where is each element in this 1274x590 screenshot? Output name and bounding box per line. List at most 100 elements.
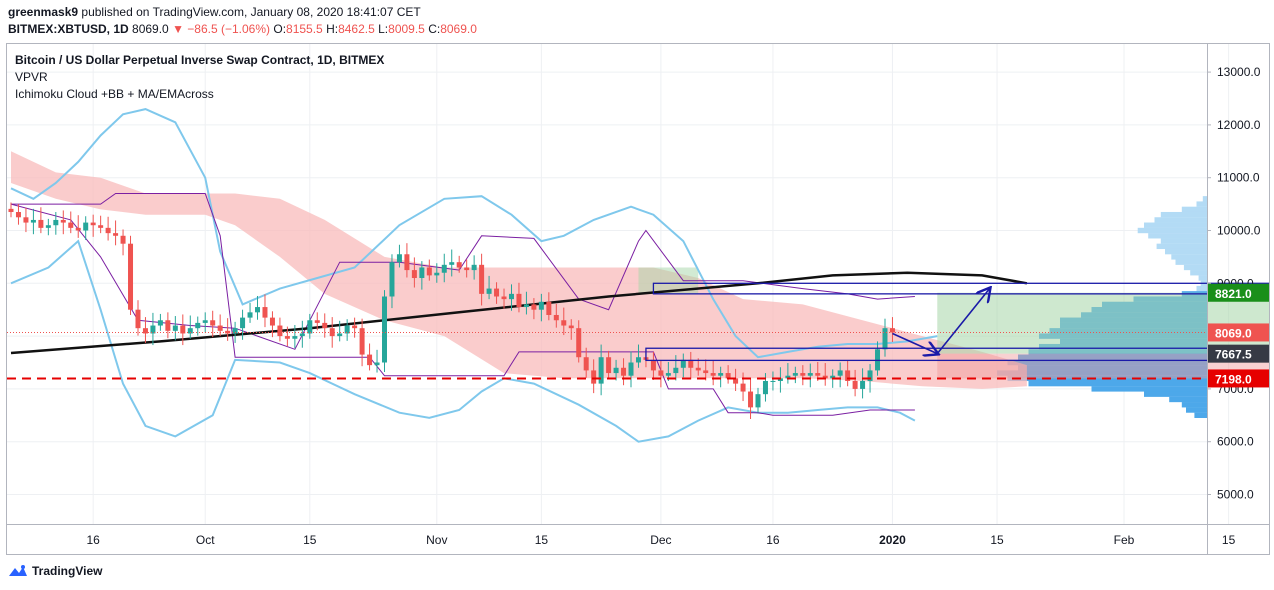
candle-body [777,378,783,381]
candle-body [538,301,544,310]
candle-body [710,373,716,376]
indicator-ichimoku[interactable]: Ichimoku Cloud +BB + MA/EMAcross [15,87,214,101]
candle-body [762,380,768,395]
candle-body [830,375,836,379]
candle-body [628,362,634,376]
chart-canvas[interactable]: 5000.06000.07000.08000.09000.010000.0110… [7,44,1269,554]
volume-profile-bar [1181,402,1207,408]
candle-body [479,264,485,294]
bollinger-upper-line [10,108,938,359]
candle-body [523,304,529,308]
candle-body [359,328,365,355]
candle-body [508,293,514,300]
drawing-arrow-2[interactable] [936,289,989,355]
chart-pane[interactable]: 5000.06000.07000.08000.09000.010000.0110… [6,43,1270,555]
volume-profile-bar [997,370,1207,376]
candle-body [98,225,104,228]
volume-profile-bar [1196,201,1207,207]
volume-profile-bar [1154,217,1207,223]
price-label-text: 7667.5 [1215,348,1252,362]
price-label-badge [1208,369,1269,388]
candle-body [60,219,66,223]
volume-profile-bar [1165,248,1207,255]
candle-body [374,362,380,366]
drawing-arrow-1[interactable] [892,332,937,353]
candle-body [598,357,604,384]
candle-body [800,373,806,376]
candle-body [128,243,134,310]
candle-body [8,208,14,213]
candle-body [262,307,268,318]
volume-profile-bar [1144,222,1207,228]
candle-body [75,227,81,231]
candle-body [621,367,627,376]
candle-body [755,394,761,408]
close-value: 8069.0 [440,22,477,36]
candle-body [748,391,754,408]
volume-profile-bar [1198,275,1207,281]
time-tick-label: Oct [196,533,215,547]
high-value: 8462.5 [338,22,375,36]
candle-body [456,262,462,268]
candle-body [187,328,193,334]
candle-body [307,320,313,334]
candle-body [292,336,298,339]
candle-body [740,383,746,392]
candle-body [225,330,231,334]
candle-body [172,325,178,331]
candle-body [449,262,455,265]
candle-body [807,373,813,376]
volume-profile-bar [1160,238,1207,244]
candle-body [815,373,821,376]
brand-name: TradingView [32,564,103,578]
volume-profile-bar [1175,259,1207,265]
candle-body [68,222,74,228]
candle-body [531,304,537,310]
candle-body [845,370,851,381]
time-tick-label: 15 [1222,533,1236,547]
candle-body [157,320,163,326]
low-label: L: [378,22,389,36]
volume-profile-bar [1169,396,1207,403]
candle-body [210,320,216,326]
candle-body [150,325,156,334]
candle-body [113,233,119,236]
candle-body [837,370,843,376]
time-tick-label: Dec [650,533,671,547]
time-tick-label: 16 [766,533,780,547]
candle-body [284,336,290,339]
volume-profile-bar [1181,206,1207,213]
candle-body [725,373,731,379]
symbol-label: BITMEX:XBTUSD, 1D [8,22,129,36]
volume-profile-bar [1194,412,1207,418]
published-text: published on TradingView.com, January 08… [81,5,421,19]
candle-body [501,296,507,300]
volume-profile-bar [1018,365,1207,371]
candle-body [105,227,111,234]
price-label-text: 8821.0 [1215,287,1252,301]
time-tick-label: 15 [535,533,549,547]
indicator-vpvr[interactable]: VPVR [15,70,48,84]
time-tick-label: 15 [990,533,1004,547]
close-label: C: [428,22,441,36]
drawing-rectangle-2[interactable] [645,347,1269,362]
volume-profile-bar [1018,354,1207,360]
publisher-name[interactable]: greenmask9 [8,5,79,19]
candle-body [673,367,679,374]
candle-body [352,325,358,329]
candle-body [90,222,96,226]
candle-body [142,328,148,334]
candle-body [247,312,253,318]
long-position-target-zone[interactable] [937,292,1269,354]
candle-body [396,254,402,263]
volume-profile-bar [1186,407,1207,413]
candle-body [546,301,552,315]
candle-body [882,328,888,350]
price-tick-label: 13000.0 [1217,65,1261,79]
volume-profile-bar [1137,227,1207,234]
low-value: 8009.5 [388,22,425,36]
candle-body [583,357,589,371]
candle-body [591,370,597,384]
drawing-rectangle-1[interactable] [652,282,1269,295]
chart-title: Bitcoin / US Dollar Perpetual Inverse Sw… [15,53,385,67]
